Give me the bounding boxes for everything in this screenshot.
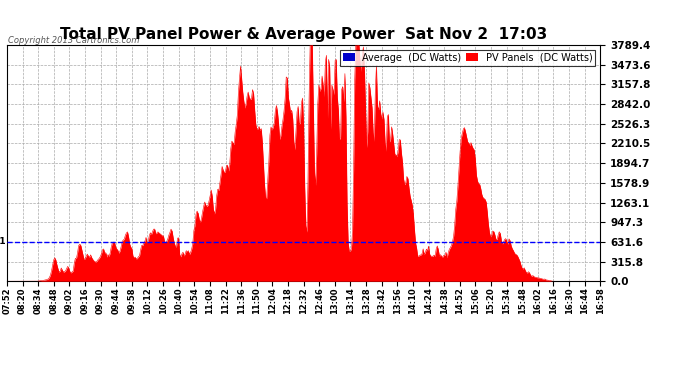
Title: Total PV Panel Power & Average Power  Sat Nov 2  17:03: Total PV Panel Power & Average Power Sat…: [60, 27, 547, 42]
Text: Copyright 2013 Cartronics.com: Copyright 2013 Cartronics.com: [8, 36, 139, 45]
Legend: Average  (DC Watts), PV Panels  (DC Watts): Average (DC Watts), PV Panels (DC Watts): [340, 50, 595, 66]
Text: 636.61: 636.61: [0, 237, 6, 246]
